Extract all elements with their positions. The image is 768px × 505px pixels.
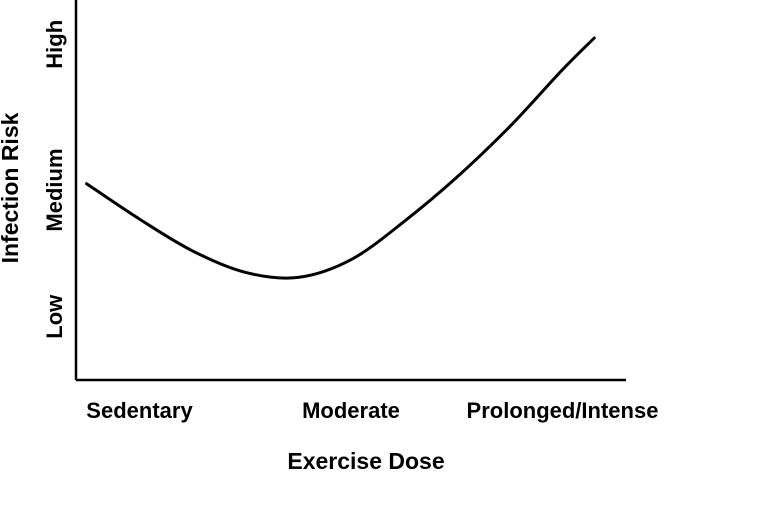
series-line-0 — [85, 36, 596, 280]
y-tick-label-high: High — [42, 20, 67, 69]
x-tick-label-moderate: Moderate — [302, 398, 400, 423]
y-tick-label-medium: Medium — [42, 148, 67, 231]
y-tick-label-low: Low — [42, 294, 67, 339]
x-axis-label: Exercise Dose — [287, 448, 444, 474]
x-tick-label-prolonged-intense: Prolonged/Intense — [467, 398, 659, 423]
axes — [74, 0, 626, 382]
tick-label-layer: Sedentary Moderate Prolonged/Intense Low Med… — [42, 20, 658, 423]
y-axis-label: Infection Risk — [0, 112, 23, 263]
x-tick-label-sedentary: Sedentary — [86, 398, 193, 423]
series-layer — [85, 36, 596, 280]
